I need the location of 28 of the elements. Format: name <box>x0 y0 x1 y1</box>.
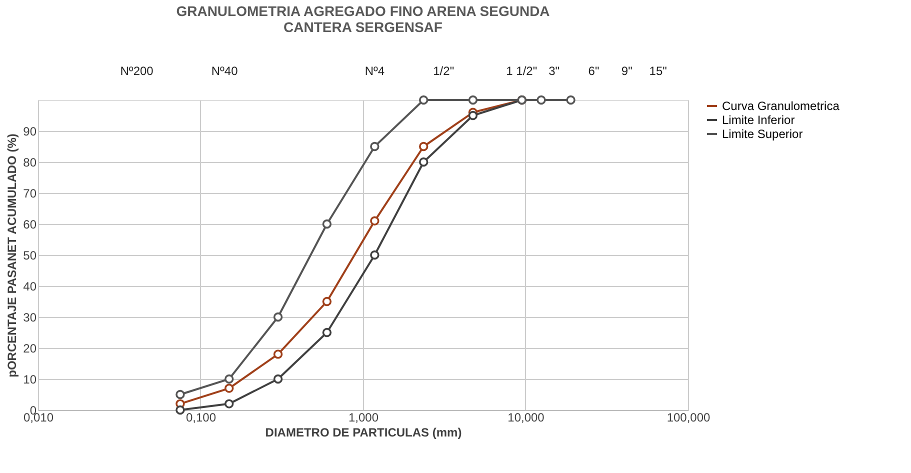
x-tick-label: 0,100 <box>186 410 216 424</box>
y-tick-label: 50 <box>23 248 37 262</box>
x-tick-label: 10,000 <box>508 410 545 424</box>
y-tick-label: 90 <box>23 124 37 138</box>
legend-label: Limite Superior <box>722 127 803 141</box>
y-tick-label: 40 <box>23 280 37 294</box>
y-tick-label: 10 <box>23 372 37 386</box>
y-axis-title: pORCENTAJE PASANET ACUMULADO (%) <box>5 134 20 378</box>
text: 3" <box>548 64 560 78</box>
x-tick-label: 1,000 <box>348 410 379 424</box>
legend-label: Limite Inferior <box>722 113 795 127</box>
y-tick-label: 80 <box>23 156 37 170</box>
text: 6" <box>588 64 600 78</box>
x-axis-title: DIAMETRO DE PARTICULAS (mm) <box>265 426 462 440</box>
y-tick-label: 60 <box>23 218 37 232</box>
text: Nº40 <box>211 64 238 78</box>
text: 1/2" <box>433 64 454 78</box>
y-tick-label: 30 <box>23 310 37 324</box>
x-tick-label: 100,000 <box>666 410 711 424</box>
y-tick-label: 20 <box>23 342 37 356</box>
text: Nº200 <box>120 64 154 78</box>
y-tick-label: 70 <box>23 186 37 200</box>
text: 9" <box>621 64 632 78</box>
chart-title: GRANULOMETRIA AGREGADO FINO ARENA SEGUNDA CANTERA SERGENSAF <box>176 3 550 35</box>
text: 15" <box>649 64 667 78</box>
text: Nº4 <box>364 64 385 78</box>
text: 1 1/2" <box>506 64 538 78</box>
legend-label: Curva Granulometrica <box>722 99 840 113</box>
